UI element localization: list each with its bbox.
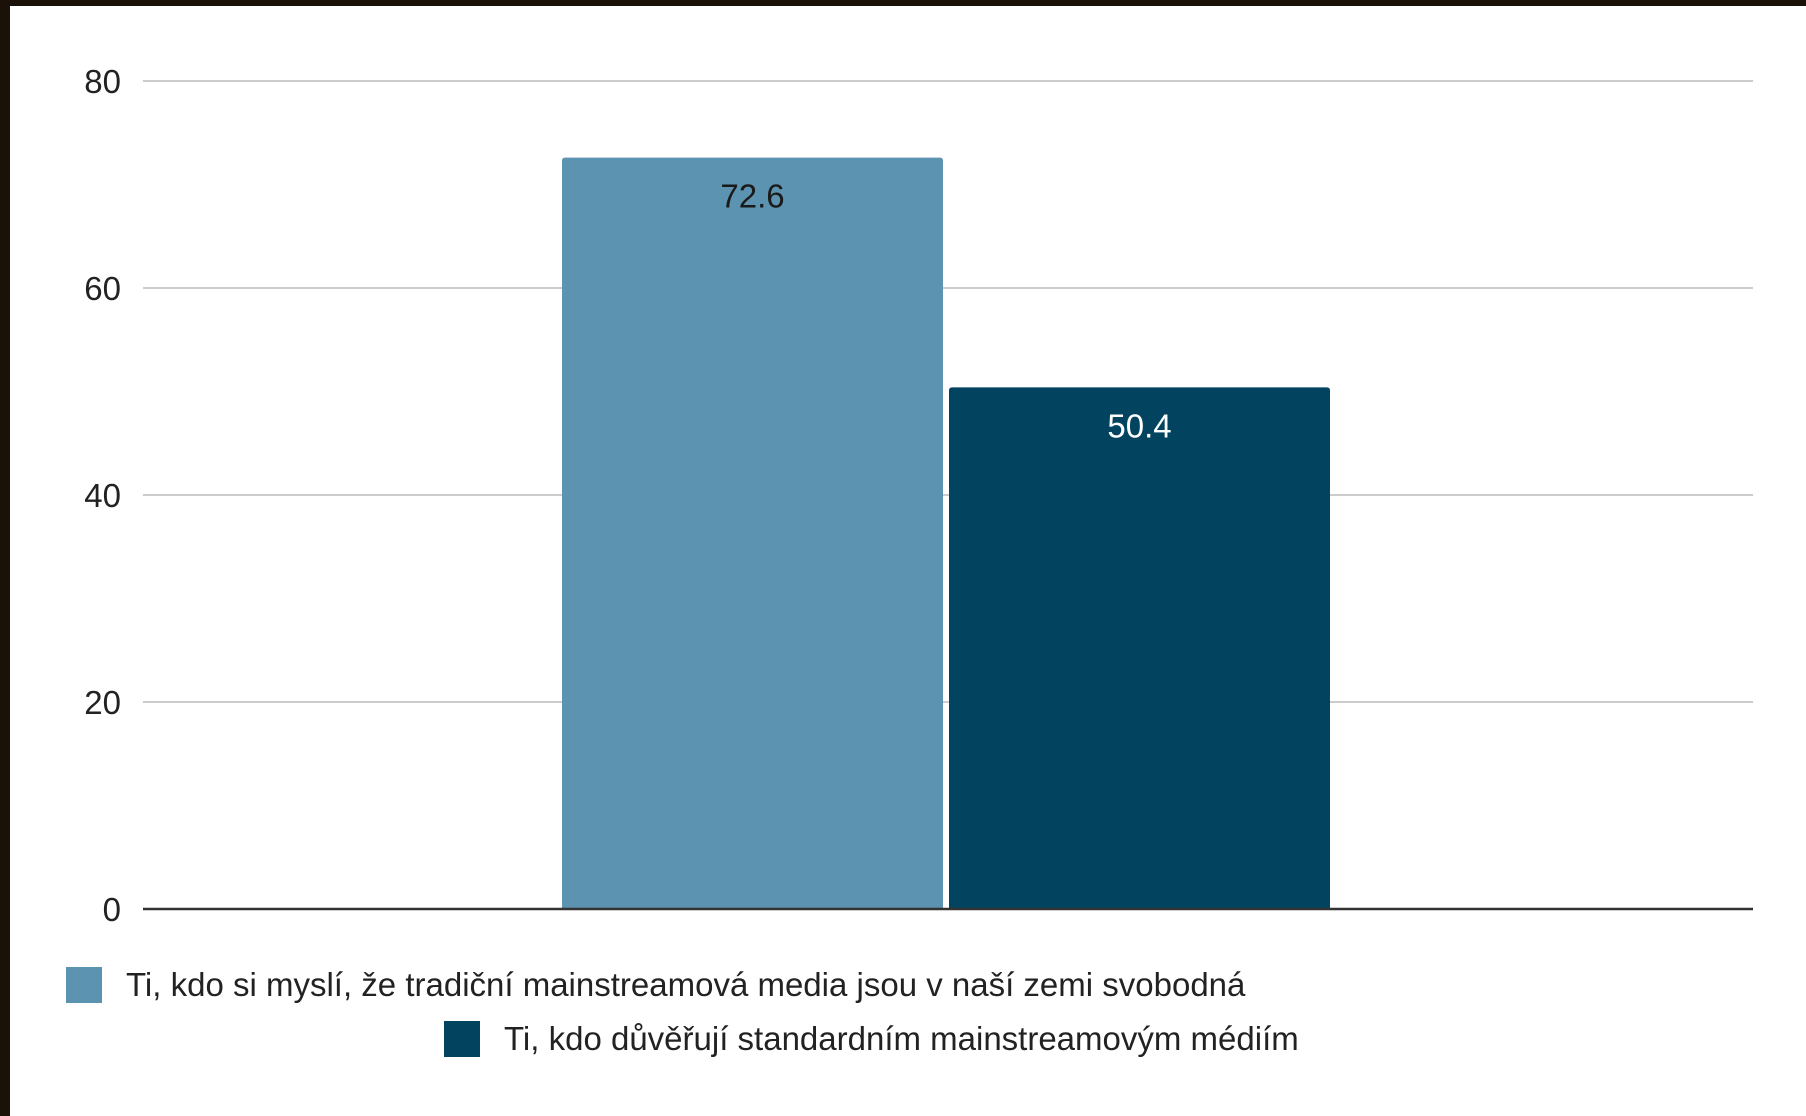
- data-label-0: 72.6: [720, 178, 784, 215]
- legend-item-0: Ti, kdo si myslí, že tradiční mainstream…: [66, 966, 1245, 1004]
- legend-label-0: Ti, kdo si myslí, že tradiční mainstream…: [126, 966, 1246, 1003]
- y-tick-label-3: 60: [84, 270, 121, 307]
- y-tick-label-2: 40: [84, 477, 121, 514]
- y-tick-label-1: 20: [84, 684, 121, 721]
- legend-item-1: Ti, kdo důvěřují standardním mainstreamo…: [444, 1020, 1299, 1058]
- bar-1: [949, 387, 1330, 909]
- y-tick-label-0: 0: [103, 891, 121, 928]
- bar-0: [562, 157, 943, 910]
- legend-swatch-0: [66, 967, 102, 1003]
- data-label-1: 50.4: [1107, 407, 1171, 444]
- chart-frame: 0 20 40 60 80 72.6 50.4 Ti, kdo si myslí, že t…: [10, 6, 1806, 1116]
- bar-chart: 0 20 40 60 80 72.6 50.4: [84, 63, 1753, 928]
- y-tick-label-4: 80: [84, 63, 121, 100]
- legend-swatch-1: [444, 1021, 480, 1057]
- legend-label-1: Ti, kdo důvěřují standardním mainstreamo…: [504, 1020, 1299, 1057]
